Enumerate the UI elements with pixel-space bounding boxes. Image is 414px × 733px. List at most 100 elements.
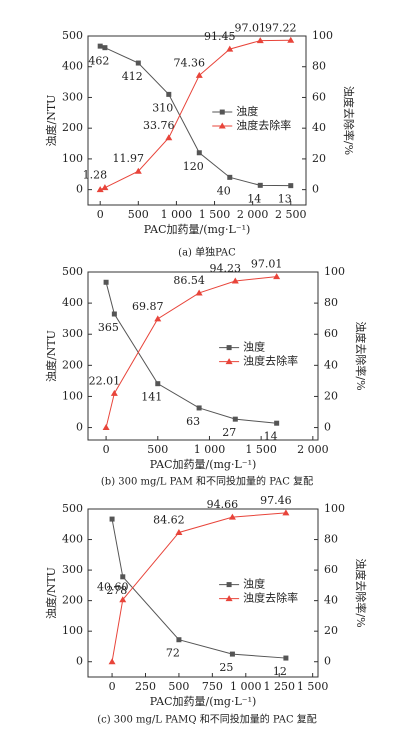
y-axis-label: 浊度/NTU: [44, 95, 58, 147]
x-axis-label: PAC加药量/(mg·L⁻¹): [150, 458, 257, 471]
data-label: 120: [183, 160, 204, 173]
plot-frame: [87, 35, 307, 206]
legend-label: 浊度: [243, 577, 265, 591]
x-tick-label: 0: [97, 208, 104, 221]
marker: [256, 37, 264, 44]
caption: (c) 300 mg/L PAMQ 和不同投加量的 PAC 复配: [97, 713, 317, 726]
marker: [96, 186, 104, 193]
x-axis-label: PAC加药量/(mg·L⁻¹): [150, 695, 257, 708]
x-tick-label: 250: [135, 680, 156, 693]
y-tick-label: 100: [62, 389, 83, 402]
marker: [175, 528, 183, 535]
data-label: 97.22: [265, 21, 297, 34]
marker: [273, 273, 281, 280]
x-tick-label: 1 000: [161, 208, 193, 221]
y2-tick-label: 60: [324, 563, 338, 576]
data-label: 412: [122, 70, 143, 83]
y2-tick-label: 20: [324, 624, 338, 637]
y2-tick-label: 100: [312, 29, 333, 42]
y-tick-label: 100: [62, 624, 83, 637]
data-label: 97.01: [251, 258, 283, 271]
marker: [109, 516, 115, 522]
y2-tick-label: 0: [312, 183, 319, 196]
data-label: 14: [247, 192, 261, 205]
legend-marker: [225, 595, 233, 602]
x-tick-label: 1 500: [199, 208, 231, 221]
data-label: 462: [88, 55, 109, 68]
series-line: [105, 282, 277, 424]
legend-marker: [226, 582, 232, 588]
y2-tick-label: 100: [324, 265, 345, 278]
data-label: 69.87: [132, 300, 164, 313]
marker: [195, 289, 203, 296]
legend-label: 浊度去除率: [243, 591, 298, 605]
data-label: 40: [217, 184, 231, 197]
y-tick-label: 0: [76, 183, 83, 196]
y2-tick-label: 80: [324, 533, 338, 546]
marker: [282, 509, 290, 516]
y-tick-label: 400: [62, 60, 83, 73]
legend-label: 浊度去除率: [243, 354, 298, 368]
x-tick-label: 500: [168, 680, 189, 693]
data-label: 22.01: [89, 374, 121, 387]
marker: [231, 277, 239, 284]
marker: [108, 658, 116, 665]
marker: [102, 45, 108, 51]
marker: [196, 405, 202, 411]
data-label: 365: [98, 321, 119, 334]
legend-label: 浊度: [243, 340, 265, 354]
marker: [226, 45, 234, 52]
data-label: 74.36: [174, 56, 206, 69]
data-label: 84.62: [153, 513, 185, 526]
marker: [134, 167, 142, 174]
marker: [176, 637, 182, 643]
x-tick-label: 500: [128, 208, 149, 221]
marker: [257, 182, 263, 188]
caption: (b) 300 mg/L PAM 和不同投加量的 PAC 复配: [101, 475, 313, 488]
y2-tick-label: 100: [324, 502, 345, 515]
marker: [283, 655, 289, 661]
marker: [287, 36, 295, 43]
y-tick-label: 400: [62, 296, 83, 309]
y2-tick-label: 0: [324, 655, 331, 668]
data-label: 72: [166, 647, 180, 660]
y-tick-label: 200: [62, 594, 83, 607]
y-tick-label: 500: [62, 265, 83, 278]
data-label: 86.54: [173, 274, 205, 287]
marker: [165, 134, 173, 141]
data-label: 27: [222, 426, 236, 439]
series-line: [100, 45, 291, 187]
series-line: [100, 39, 291, 191]
marker: [228, 513, 236, 520]
data-label: 63: [186, 415, 200, 428]
data-label: 91.45: [204, 30, 236, 43]
data-label: 25: [219, 661, 233, 674]
x-tick-label: 2 000: [297, 443, 329, 456]
marker: [196, 150, 202, 156]
series-line: [105, 276, 277, 428]
y-tick-label: 300: [62, 90, 83, 103]
y-tick-label: 100: [62, 152, 83, 165]
marker: [97, 43, 103, 49]
y2-tick-label: 40: [312, 121, 326, 134]
x-axis-label: PAC加药量/(mg·L⁻¹): [144, 223, 251, 236]
y-axis-label: 浊度/NTU: [44, 330, 58, 382]
x-tick-label: 2 000: [237, 208, 269, 221]
y-tick-label: 0: [76, 421, 83, 434]
x-tick-label: 1 500: [297, 680, 329, 693]
marker: [103, 279, 109, 285]
y2-tick-label: 80: [312, 60, 326, 73]
legend-label: 浊度去除率: [236, 118, 291, 132]
y2-axis-label: 浊度去除率/%: [354, 321, 368, 390]
x-tick-label: 500: [147, 443, 168, 456]
legend-label: 浊度: [236, 104, 258, 118]
y-tick-label: 200: [62, 121, 83, 134]
marker: [119, 596, 127, 603]
data-label: 14: [264, 430, 278, 443]
marker: [154, 315, 162, 322]
data-label: 13: [278, 193, 292, 206]
data-label: 94.66: [207, 498, 239, 511]
y2-tick-label: 40: [324, 594, 338, 607]
data-label: 1.28: [83, 169, 108, 182]
